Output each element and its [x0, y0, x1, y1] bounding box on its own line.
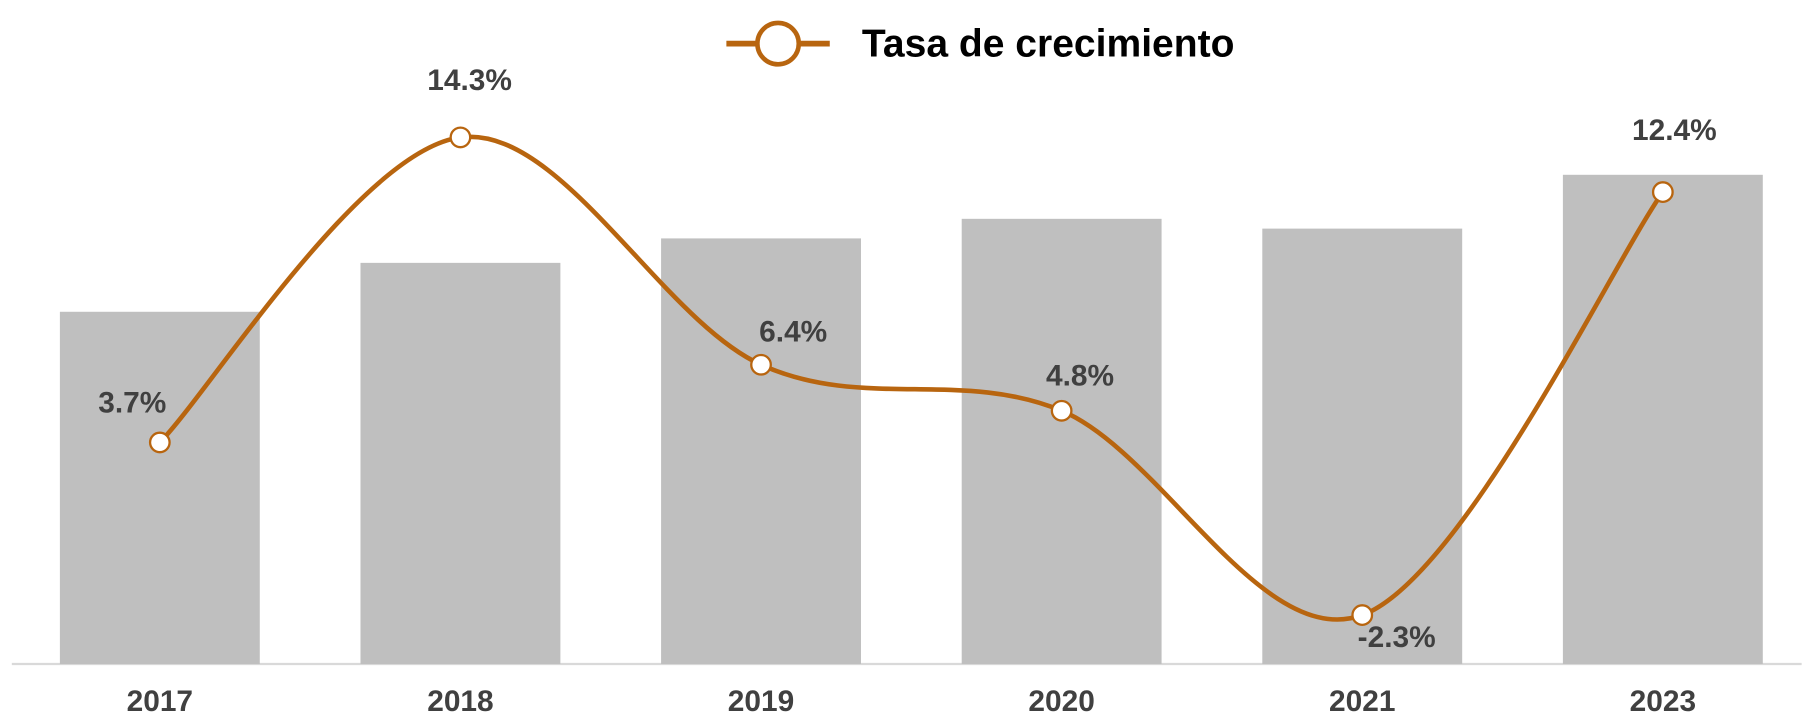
legend-label: Tasa de crecimiento: [862, 22, 1235, 65]
legend-marker: [755, 20, 802, 67]
data-label: -2.3%: [1358, 621, 1436, 654]
legend: Tasa de crecimiento: [726, 20, 1235, 67]
data-label: 14.3%: [427, 64, 512, 97]
data-label: 3.7%: [98, 386, 166, 419]
x-tick-label: 2023: [1630, 685, 1696, 718]
growth-marker: [1050, 399, 1073, 422]
x-tick-label: 2019: [728, 685, 794, 718]
data-label: 4.8%: [1046, 359, 1114, 392]
growth-marker: [449, 126, 472, 149]
x-tick-label: 2020: [1028, 685, 1094, 718]
growth-marker: [750, 353, 772, 376]
bar: [360, 262, 561, 665]
growth-marker: [1651, 181, 1674, 203]
bar: [1262, 228, 1463, 665]
growth-marker: [1351, 604, 1374, 627]
x-tick-label: 2018: [427, 685, 493, 718]
x-tick-label: 2021: [1329, 685, 1395, 718]
bar: [961, 218, 1162, 665]
growth-line: [158, 134, 1665, 622]
data-label: 6.4%: [759, 316, 827, 349]
bar: [1562, 174, 1763, 665]
data-label: 12.4%: [1632, 114, 1717, 147]
bar: [59, 311, 260, 665]
growth-marker: [148, 431, 171, 454]
bar: [661, 238, 861, 665]
x-tick-label: 2017: [127, 685, 193, 718]
